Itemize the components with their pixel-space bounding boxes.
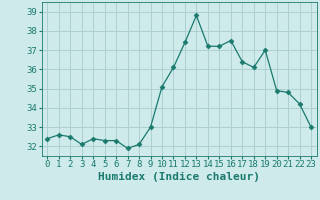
X-axis label: Humidex (Indice chaleur): Humidex (Indice chaleur) bbox=[98, 172, 260, 182]
